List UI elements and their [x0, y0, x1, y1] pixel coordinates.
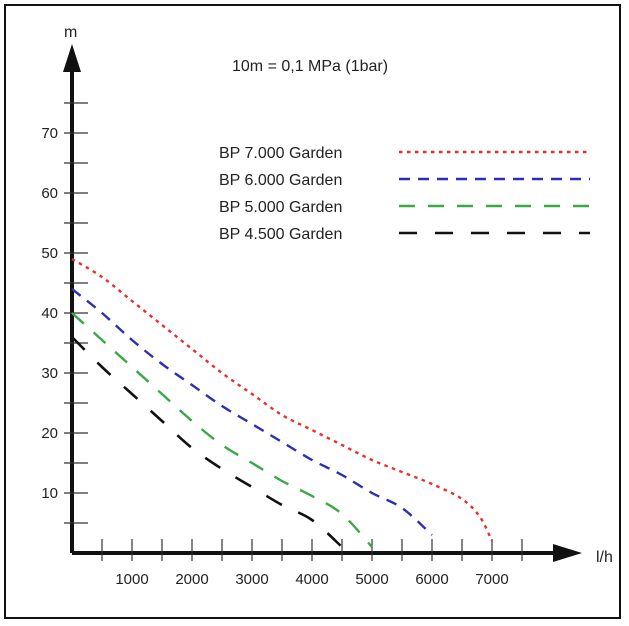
ticks: 10 20 30 40 50 60 70 1000 2000 3000 4000 5000 6000 70… [41, 102, 523, 588]
curve-bp-7-000-garden [71, 257, 494, 542]
y-tick-label: 50 [41, 245, 58, 262]
y-axis-arrow [63, 44, 81, 72]
y-tick-label: 60 [41, 185, 58, 202]
legend-label-bp-6-000-garden: BP 6.000 Garden [219, 172, 342, 189]
x-axis-label: l/h [596, 549, 613, 566]
x-tick-label: 1000 [115, 571, 148, 588]
curve-bp-5-000-garden [71, 312, 373, 548]
y-axis-label: m [64, 24, 77, 41]
x-tick-label: 7000 [475, 571, 508, 588]
curve-bp-6-000-garden [71, 288, 433, 536]
x-tick-label: 6000 [415, 571, 448, 588]
legend-label-bp-7-000-garden: BP 7.000 Garden [219, 145, 342, 162]
legend-label-bp-5-000-garden: BP 5.000 Garden [219, 199, 342, 216]
x-tick-label: 2000 [175, 571, 208, 588]
y-tick-label: 10 [41, 485, 58, 502]
y-tick-label: 40 [41, 305, 58, 322]
curve-bp-4-500-garden [71, 336, 343, 548]
y-tick-label: 70 [41, 125, 58, 142]
x-tick-label: 3000 [235, 571, 268, 588]
x-tick-label: 4000 [295, 571, 328, 588]
x-tick-label: 5000 [355, 571, 388, 588]
y-tick-label: 30 [41, 365, 58, 382]
x-axis-arrow [553, 544, 582, 562]
y-tick-label: 20 [41, 425, 58, 442]
pressure-annotation: 10m = 0,1 MPa (1bar) [232, 58, 388, 75]
legend: BP 7.000 Garden BP 6.000 Garden BP 5.000 G… [219, 145, 590, 243]
axes [63, 44, 582, 562]
curves [71, 257, 494, 548]
chart-frame [4, 4, 621, 619]
legend-label-bp-4-500-garden: BP 4.500 Garden [219, 226, 342, 243]
